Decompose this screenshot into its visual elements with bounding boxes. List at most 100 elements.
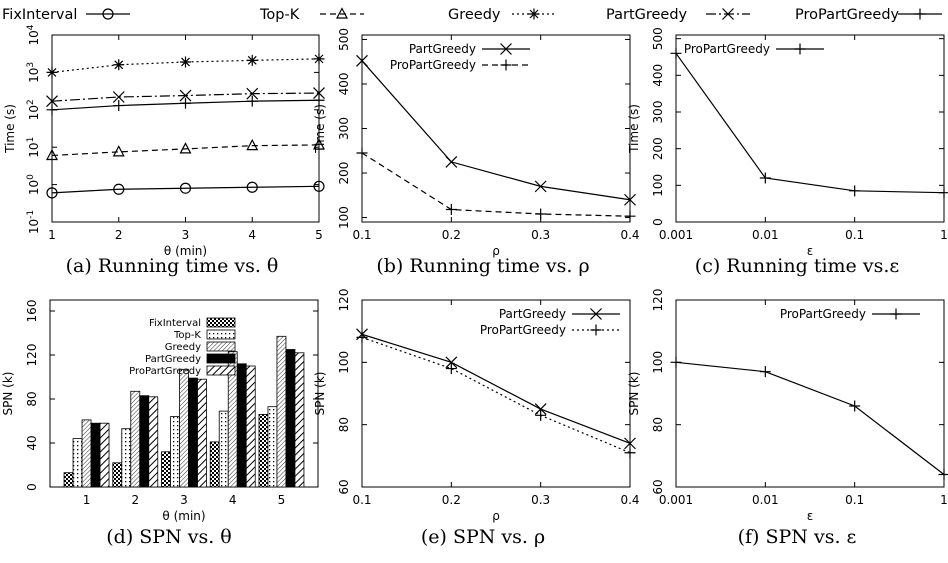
x-tick-label: 0.3: [531, 493, 550, 507]
legend-label: ProPartGreedy: [795, 7, 900, 23]
data-point-partgreedy: [534, 180, 547, 193]
bar-top-k: [121, 428, 132, 488]
data-point-greedy: [46, 66, 58, 78]
x-tick-label: 0.1: [352, 228, 371, 242]
y-tick-label: 100: [337, 351, 351, 374]
data-point-propartgreedy: [113, 100, 125, 112]
x-tick-label: 2: [131, 493, 139, 507]
series-propartgreedy: [670, 47, 948, 199]
y-tick-label: 300: [337, 117, 351, 140]
plot-frame: [361, 299, 631, 488]
legend-label: PartGreedy: [145, 354, 201, 365]
series-propartgreedy: [356, 147, 636, 222]
y-tick-label: 102: [26, 99, 41, 120]
y-tick-label: 60: [651, 479, 665, 494]
x-axis-label: ρ: [492, 244, 500, 258]
x-axis-label: ε: [807, 509, 814, 523]
data-point-propartgreedy: [180, 97, 191, 109]
plot-frame: [675, 299, 945, 488]
y-tick-label: 40: [25, 435, 39, 450]
data-point-fixinterval: [246, 181, 258, 193]
legend-label: ProPartGreedy: [684, 42, 770, 56]
x-tick-label: 0.001: [659, 493, 693, 507]
data-point-top-k: [112, 145, 125, 157]
x-tick-label: 0.001: [659, 228, 693, 242]
x-tick-label: 0.1: [845, 228, 864, 242]
y-tick-label: 100: [337, 206, 351, 229]
series-line-propartgreedy: [675, 361, 945, 476]
chart-panel-b: 100 200 300 400 500 0.1 0.2 0.3 0.4 PartGreedy Pro…: [313, 28, 640, 277]
data-point-propartgreedy: [535, 208, 547, 220]
x-tick-label: 5: [315, 228, 323, 242]
x-tick-label: 2: [115, 228, 123, 242]
data-point-partgreedy: [445, 356, 458, 369]
data-point-top-k: [179, 142, 192, 154]
data-point-partgreedy: [46, 95, 58, 108]
legend-marker-top-k: [336, 7, 348, 19]
data-point-propartgreedy: [670, 356, 682, 368]
data-point-propartgreedy: [313, 94, 325, 106]
x-tick-label: 0.3: [531, 228, 550, 242]
bar-fixinterval: [209, 441, 220, 488]
inner-legend: ProPartGreedy: [780, 307, 920, 321]
data-point-propartgreedy: [849, 185, 861, 197]
data-point-greedy: [313, 53, 325, 65]
bar-top-k: [170, 416, 180, 488]
bar-partgreedy: [139, 395, 150, 488]
plot-frame: [675, 34, 945, 223]
x-axis-label: θ (min): [162, 509, 205, 523]
y-tick-label: 101: [26, 137, 41, 158]
y-axis-label: SPN (k): [1, 372, 15, 416]
data-point-top-k: [246, 138, 259, 151]
legend-label: ProPartGreedy: [780, 307, 866, 321]
data-point-propartgreedy: [759, 172, 771, 184]
x-tick-label: 0.2: [442, 493, 461, 507]
data-point-propartgreedy: [356, 331, 368, 343]
x-axis-label: ε: [807, 244, 814, 258]
x-tick-label: 0.1: [845, 493, 864, 507]
series-propartgreedy: [46, 94, 325, 116]
y-tick-label: 500: [651, 27, 665, 50]
x-tick-label: 1: [940, 493, 948, 507]
data-point-fixinterval: [46, 187, 58, 199]
legend-marker-propartgreedy: [914, 8, 926, 20]
x-tick-label: 0.01: [752, 228, 779, 242]
y-axis-label: SPN (k): [627, 372, 641, 416]
data-point-propartgreedy: [445, 204, 457, 216]
legend-marker-partgreedy: [500, 43, 512, 55]
series-partgreedy: [356, 54, 636, 206]
y-axis-label: Time (s): [313, 104, 327, 154]
legend-entry-partgreedy: PartGreedy: [606, 7, 750, 23]
series-line-partgreedy: [361, 60, 631, 201]
y-tick-label: 104: [26, 24, 41, 45]
data-point-fixinterval: [113, 183, 125, 195]
legend-swatch-fixinterval: [206, 317, 236, 328]
data-point-fixinterval: [179, 182, 192, 194]
data-point-partgreedy: [313, 87, 325, 100]
legend-label: Greedy: [165, 342, 201, 353]
y-tick-label: 120: [651, 289, 665, 312]
chart-panel-a: 10-1 100 101 102 103 104 1 2 3 4 5 Time (s) θ (min)(…: [3, 24, 325, 277]
legend-entry-top-k: Top-K: [259, 7, 364, 23]
data-point-propartgreedy: [246, 95, 258, 107]
bar-greedy: [276, 335, 287, 488]
data-point-propartgreedy: [624, 210, 636, 222]
legend-marker-propartgreedy: [794, 43, 806, 55]
panel-caption: (f) SPN vs. ε: [738, 526, 857, 548]
series-propartgreedy: [356, 331, 636, 459]
bar-partgreedy: [236, 363, 247, 488]
legend-label: PartGreedy: [606, 7, 688, 23]
bar-propartgreedy: [245, 365, 256, 488]
data-point-greedy: [113, 59, 125, 71]
bar-top-k: [218, 410, 229, 488]
data-point-propartgreedy: [670, 47, 682, 59]
bar-fixinterval: [258, 413, 269, 488]
y-tick-label: 500: [337, 28, 351, 51]
y-tick-label: 60: [337, 479, 351, 494]
x-tick-label: 4: [229, 493, 237, 507]
data-point-partgreedy: [624, 437, 636, 450]
series-partgreedy: [46, 87, 325, 108]
bar-greedy: [130, 390, 141, 488]
legend-label: Greedy: [448, 7, 501, 23]
